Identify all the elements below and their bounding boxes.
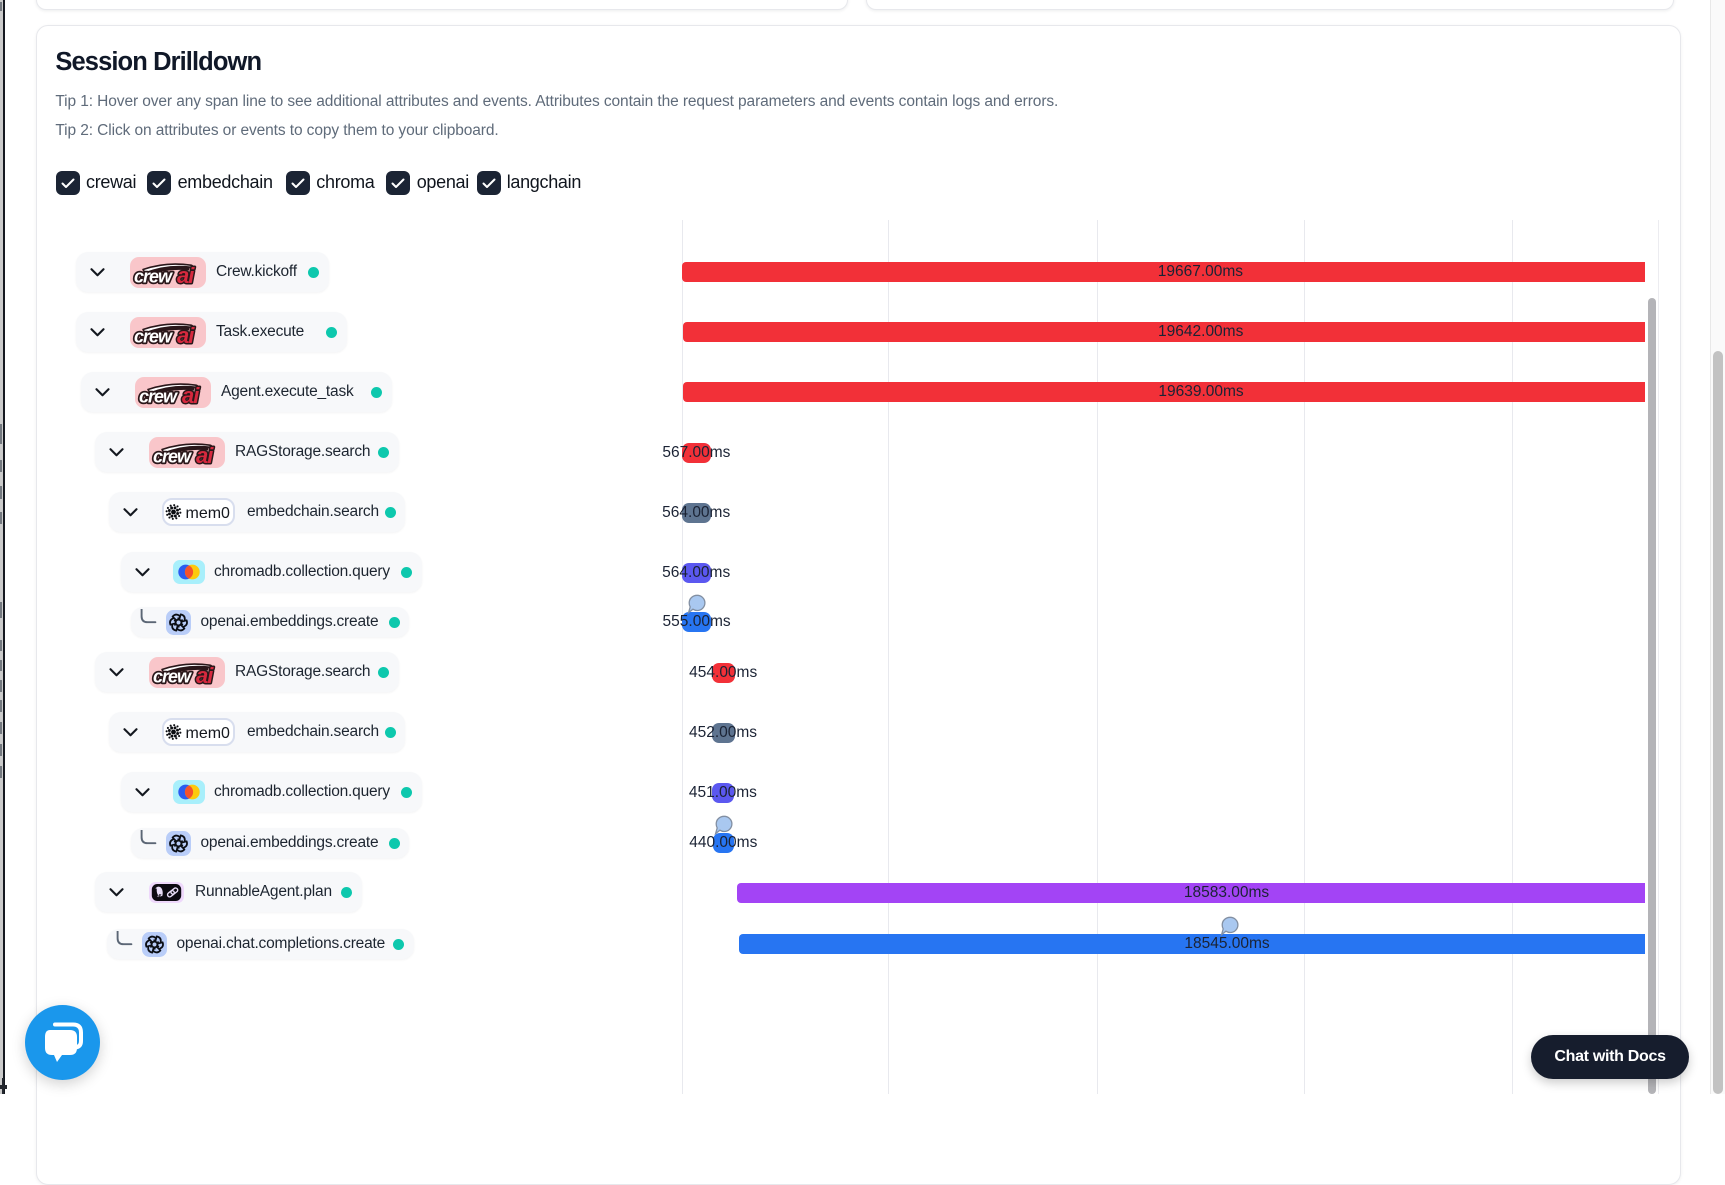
svg-text:crew: crew bbox=[153, 666, 192, 686]
svg-text:crew: crew bbox=[139, 386, 178, 406]
svg-text:mem0: mem0 bbox=[186, 505, 231, 522]
svg-text:mem0: mem0 bbox=[186, 725, 231, 742]
svg-text:ai: ai bbox=[177, 323, 195, 348]
svg-text:ai: ai bbox=[177, 263, 195, 288]
svg-text:ai: ai bbox=[182, 383, 200, 408]
svg-text:ai: ai bbox=[196, 663, 214, 688]
svg-text:crew: crew bbox=[134, 326, 173, 346]
svg-text:crew: crew bbox=[153, 446, 192, 466]
svg-text:crew: crew bbox=[134, 266, 173, 286]
svg-text:ai: ai bbox=[196, 443, 214, 468]
